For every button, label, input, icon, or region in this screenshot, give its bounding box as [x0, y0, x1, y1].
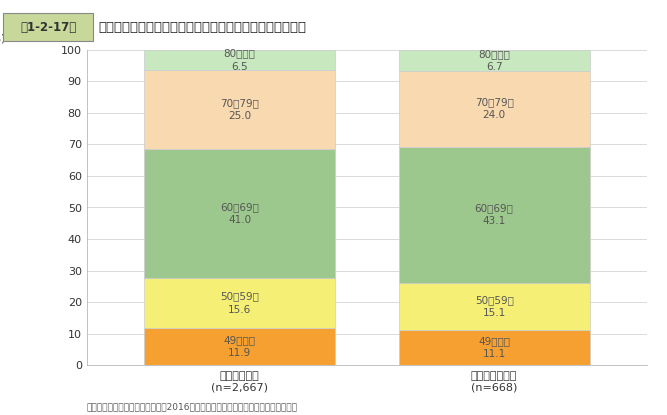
- Bar: [144, 50, 335, 70]
- Text: 50〜59歳
15.1: 50〜59歳 15.1: [475, 295, 514, 318]
- Bar: [399, 146, 590, 283]
- Text: 資料：（株）東京商工リサーチ「2016年「休廃業・解散企業」動向調査」再編加工: 資料：（株）東京商工リサーチ「2016年「休廃業・解散企業」動向調査」再編加工: [87, 402, 297, 411]
- Bar: [144, 70, 335, 149]
- Text: 70〜79歳
24.0: 70〜79歳 24.0: [475, 97, 514, 120]
- Bar: [144, 278, 335, 328]
- Bar: [399, 71, 590, 146]
- Text: 49歳以下
11.1: 49歳以下 11.1: [478, 336, 510, 359]
- FancyBboxPatch shape: [3, 13, 93, 41]
- Text: 60〜69歳
41.0: 60〜69歳 41.0: [220, 202, 259, 225]
- Bar: [144, 328, 335, 365]
- Text: 50〜59歳
15.6: 50〜59歳 15.6: [220, 291, 259, 315]
- Bar: [399, 330, 590, 365]
- Bar: [399, 283, 590, 330]
- Text: 49歳以下
11.9: 49歳以下 11.9: [223, 335, 255, 358]
- Text: 70〜79歳
25.0: 70〜79歳 25.0: [220, 98, 259, 121]
- Bar: [144, 149, 335, 278]
- Text: 休廃業・解散企業の経営者年齢（黒字企業・高収益企業）: 休廃業・解散企業の経営者年齢（黒字企業・高収益企業）: [99, 21, 307, 34]
- Bar: [399, 50, 590, 71]
- Text: (%): (%): [0, 34, 5, 44]
- Text: 80歳以上
6.5: 80歳以上 6.5: [223, 49, 255, 72]
- Text: 第1-2-17図: 第1-2-17図: [20, 21, 77, 34]
- Text: 80歳以上
6.7: 80歳以上 6.7: [478, 49, 510, 72]
- Text: 60〜69歳
43.1: 60〜69歳 43.1: [475, 203, 514, 226]
